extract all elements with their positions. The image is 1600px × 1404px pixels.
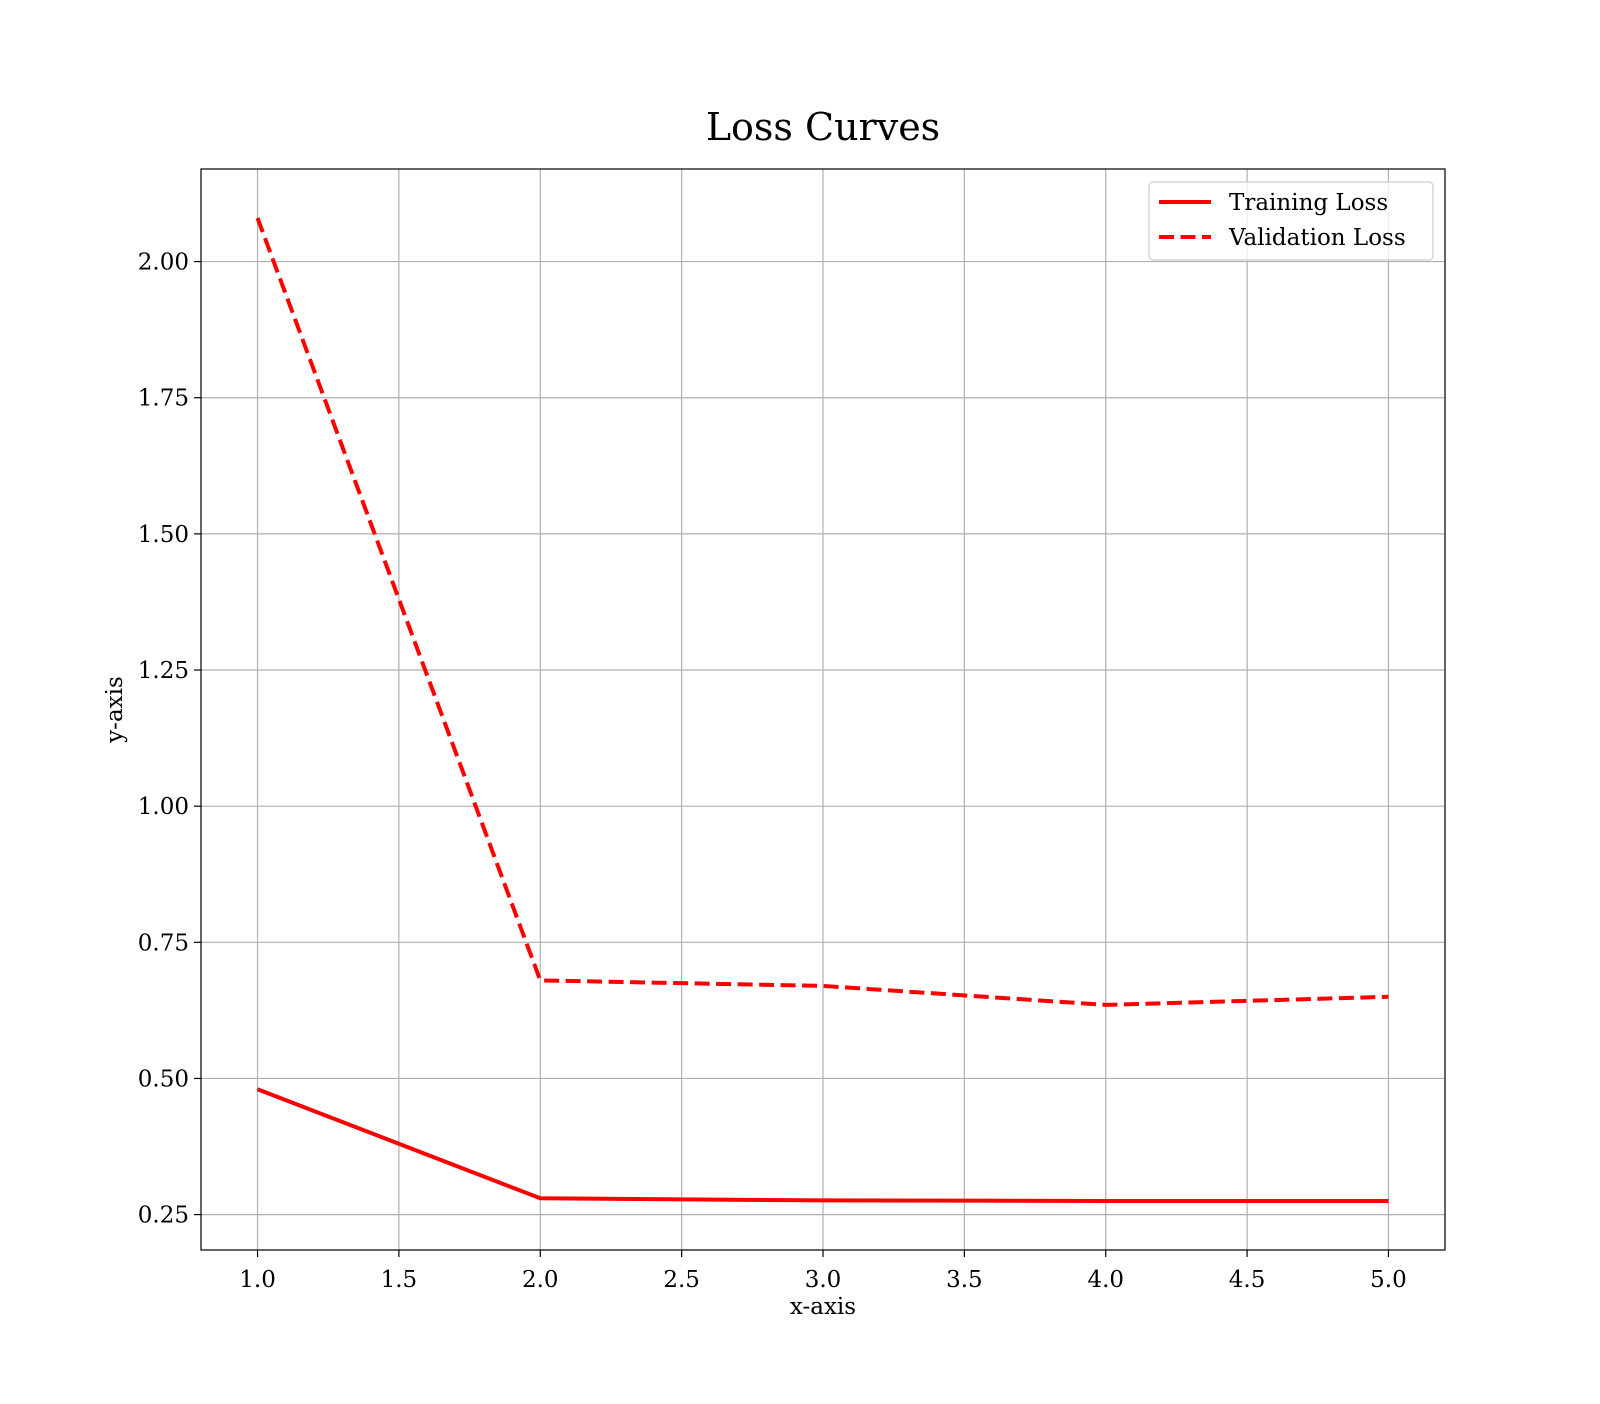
series-lines: [255, 217, 1389, 1203]
y-tick-label: 1.75: [138, 386, 189, 412]
y-tick-label: 0.75: [138, 930, 189, 956]
y-ticks: 0.25 0.50 0.75 1.00 1.25 1.50 1.75 2.00: [138, 250, 201, 1229]
legend: Training Loss Validation Loss: [1148, 181, 1434, 261]
legend-label-validation-loss: Validation Loss: [1228, 225, 1406, 251]
y-axis-label: y-axis: [102, 676, 128, 744]
x-tick-label: 5.0: [1370, 1267, 1407, 1293]
series-line-validation-loss: [255, 217, 1389, 1007]
x-tick-label: 1.0: [239, 1267, 276, 1293]
x-tick-label: 4.5: [1229, 1267, 1266, 1293]
x-axis-label: x-axis: [790, 1294, 856, 1320]
y-tick-label: 2.00: [138, 250, 189, 276]
y-tick-label: 1.25: [138, 658, 189, 684]
chart-title: Loss Curves: [706, 105, 940, 149]
x-tick-label: 3.5: [946, 1267, 983, 1293]
x-tick-label: 2.5: [663, 1267, 700, 1293]
series-line-training-loss: [256, 1087, 1389, 1203]
y-tick-label: 0.25: [138, 1203, 189, 1229]
x-tick-label: 2.0: [522, 1267, 559, 1293]
x-tick-label: 3.0: [805, 1267, 842, 1293]
x-tick-label: 4.0: [1087, 1267, 1124, 1293]
y-tick-label: 1.00: [138, 794, 189, 820]
y-tick-label: 0.50: [138, 1066, 189, 1092]
x-tick-label: 1.5: [381, 1267, 418, 1293]
x-ticks: 1.0 1.5 2.0 2.5 3.0 3.5 4.0 4.5 5.0: [239, 1250, 1407, 1293]
legend-label-training-loss: Training Loss: [1229, 190, 1388, 216]
grid-lines: [201, 169, 1445, 1250]
y-tick-label: 1.50: [138, 522, 189, 548]
legend-box: [1148, 181, 1434, 261]
